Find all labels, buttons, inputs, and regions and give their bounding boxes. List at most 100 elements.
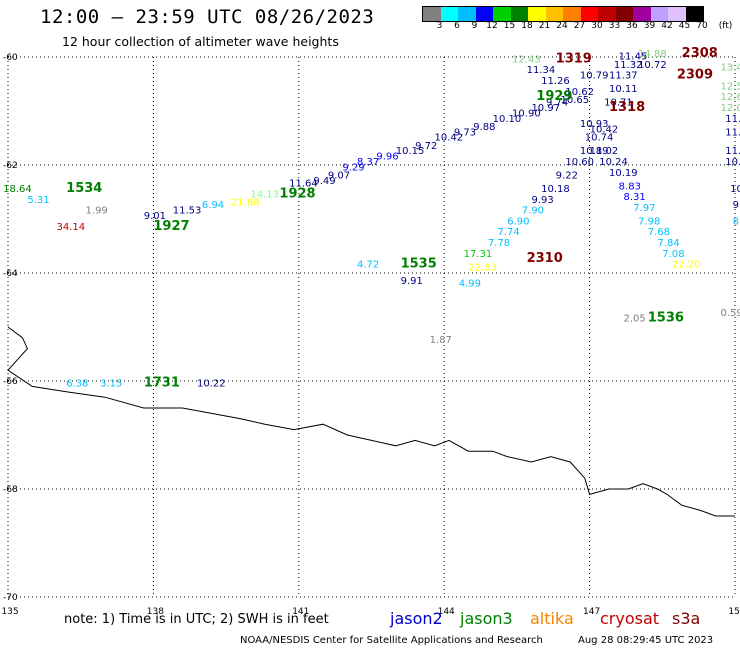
mission-legend-cryosat: cryosat	[600, 609, 660, 628]
wave-height-value: 6.90	[507, 216, 529, 227]
scale-swatch	[475, 7, 493, 21]
wave-height-value: 11.34	[527, 65, 556, 76]
wave-height-value: 9.22	[556, 171, 578, 182]
wave-height-value: 4.72	[357, 260, 379, 271]
pass-number-label: 2309	[677, 68, 713, 83]
wave-height-value: 11.1	[725, 146, 740, 157]
wave-height-value: 17.31	[464, 249, 493, 260]
wave-height-value: 9.74	[546, 98, 568, 109]
wave-height-value: 1.99	[86, 206, 108, 217]
scale-swatch	[563, 7, 581, 21]
mission-legend-s3a: s3a	[672, 609, 701, 628]
scale-label: 70	[696, 21, 708, 31]
pass-number-label: 1536	[648, 311, 684, 326]
credit-timestamp: Aug 28 08:29:45 UTC 2023	[578, 635, 714, 646]
wave-height-value: 10.24	[599, 157, 628, 168]
wave-height-color-scale	[422, 6, 704, 22]
longitude-tick-label: 141	[292, 607, 309, 617]
wave-height-value: 10.60	[565, 157, 594, 168]
wave-height-value: 10.62	[565, 87, 594, 98]
scale-label: 12	[486, 21, 498, 31]
scale-label: 39	[643, 21, 656, 31]
wave-height-value: 10.89	[580, 146, 609, 157]
units-note: note: 1) Time is in UTC; 2) SWH is in fe…	[64, 612, 329, 627]
scale-label: 6	[454, 21, 460, 31]
scale-swatch	[510, 7, 528, 21]
wave-height-value: 7.08	[662, 249, 684, 260]
wave-height-value: 9.49	[313, 176, 335, 187]
longitude-tick-label: 150	[728, 607, 740, 617]
wave-height-value: 10.93	[580, 119, 609, 130]
wave-height-value: 13.47	[720, 63, 740, 74]
scale-swatch	[493, 7, 511, 21]
credit-text: NOAA/NESDIS Center for Satellite Applica…	[240, 635, 543, 646]
wave-height-value: 5.31	[27, 195, 49, 206]
pass-number-label: 1535	[401, 257, 437, 272]
wave-height-value: 11.93	[725, 114, 740, 125]
wave-height-value: 7.98	[638, 216, 660, 227]
page-title: 12:00 – 23:59 UTC 08/26/2023	[40, 6, 375, 28]
scale-swatch	[440, 7, 458, 21]
scale-swatch	[458, 7, 476, 21]
latitude-tick-label: -62	[3, 161, 18, 171]
wave-height-value: 9.07	[328, 171, 350, 182]
scale-label: 18	[521, 21, 533, 31]
mission-legend-jason2: jason2	[390, 609, 443, 628]
wave-height-value: 9.73	[454, 127, 476, 138]
wave-height-value: 11.26	[541, 76, 570, 87]
wave-height-value: 9.29	[342, 162, 364, 173]
wave-height-value: 18.64	[3, 184, 32, 195]
scale-label: 33	[608, 21, 621, 31]
page-subtitle: 12 hour collection of altimeter wave hei…	[62, 34, 339, 49]
wave-height-value: 10.10	[493, 114, 522, 125]
wave-height-value: 10.79	[580, 71, 609, 82]
scale-swatch	[685, 7, 703, 21]
wave-height-value: 10.72	[638, 60, 667, 71]
scale-label: 45	[678, 21, 691, 31]
pass-number-label: 1319	[556, 51, 592, 66]
wave-height-value: 7.78	[488, 238, 510, 249]
longitude-tick-label: 144	[438, 607, 455, 617]
scale-label: 36	[626, 21, 638, 31]
pass-number-label: 2310	[527, 251, 563, 266]
wave-height-value: 6.94	[202, 200, 224, 211]
pass-number-label: 1318	[609, 100, 645, 115]
latitude-tick-label: -60	[3, 53, 18, 63]
wave-height-value: 1.87	[430, 335, 452, 346]
scale-swatch	[528, 7, 546, 21]
wave-height-value: 8.83	[619, 181, 641, 192]
scale-swatch	[580, 7, 598, 21]
wave-height-value: 7.68	[648, 227, 670, 238]
wave-height-value: 9.96	[376, 152, 398, 163]
wave-height-value: 34.14	[56, 222, 85, 233]
wave-height-value: 21.88	[231, 198, 260, 209]
wave-height-value: 10.19	[609, 168, 638, 179]
pass-number-label: 2308	[682, 46, 718, 61]
wave-height-value: 6.38	[66, 378, 88, 389]
wave-height-value: 9	[733, 200, 739, 211]
latitude-tick-label: -68	[3, 485, 18, 495]
mission-legend-jason3: jason3	[460, 609, 513, 628]
wave-height-value: 14.88	[638, 49, 667, 60]
wave-height-value: 3.15	[100, 378, 122, 389]
antarctic-coastline	[7, 326, 735, 517]
wave-height-value: 9.72	[415, 141, 437, 152]
wave-height-value: 11.45	[619, 52, 648, 63]
wave-height-value: 11.37	[609, 71, 638, 82]
wave-height-value: 22.20	[672, 260, 701, 271]
wave-height-value: 9.01	[144, 211, 166, 222]
wave-height-value: 0.59	[720, 308, 740, 319]
wave-height-value: 10.22	[197, 378, 226, 389]
wave-height-value: 10.18	[541, 184, 570, 195]
wave-height-value: 9.91	[401, 276, 423, 287]
scale-label: 21	[538, 21, 551, 31]
wave-height-value: 11.64	[289, 179, 318, 190]
scale-swatch	[615, 7, 633, 21]
wave-height-value: 14.13	[250, 189, 279, 200]
wave-height-value: 7.74	[498, 227, 520, 238]
wave-height-value: 9.93	[531, 195, 553, 206]
wave-height-value: 11.53	[173, 206, 202, 217]
scale-swatch	[598, 7, 616, 21]
